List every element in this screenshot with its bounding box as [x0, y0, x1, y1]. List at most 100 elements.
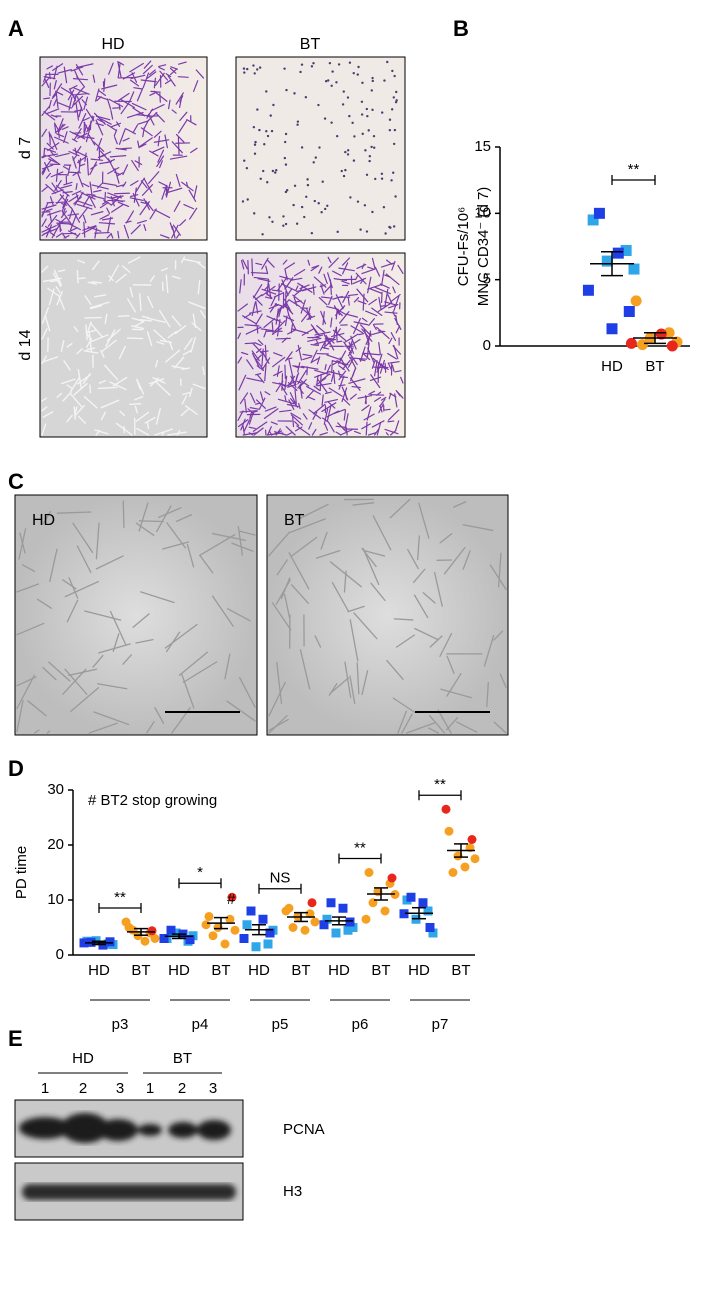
cell — [224, 653, 231, 680]
cell — [279, 409, 292, 413]
cell — [263, 143, 266, 146]
cell — [179, 111, 188, 122]
cell — [16, 699, 24, 733]
cell — [274, 171, 277, 174]
cell — [276, 559, 288, 576]
cell — [390, 293, 401, 303]
cell — [271, 321, 274, 335]
cell — [261, 357, 271, 371]
x-tick-label: HD — [601, 358, 623, 375]
cell — [308, 306, 311, 314]
cell — [384, 274, 391, 278]
cell — [295, 285, 299, 291]
cell — [146, 111, 158, 123]
cell — [106, 196, 123, 203]
cell — [297, 503, 329, 520]
y-axis-label: PD time — [13, 846, 30, 899]
cell — [82, 117, 90, 122]
cell — [94, 429, 109, 435]
cell — [164, 134, 168, 149]
y-tick-label: 5 — [483, 271, 491, 288]
cell — [289, 392, 296, 404]
cell — [395, 90, 398, 94]
cell — [265, 90, 268, 93]
cell — [299, 70, 302, 74]
cell — [171, 275, 181, 280]
cell — [395, 99, 398, 102]
cell — [379, 283, 390, 289]
cell — [183, 258, 202, 264]
cell — [267, 259, 275, 268]
x-tick-label: BT — [451, 962, 470, 979]
panel-letter: B — [453, 16, 469, 41]
cell — [341, 257, 351, 266]
cell — [258, 128, 261, 132]
cell — [371, 79, 374, 83]
cell — [363, 413, 375, 421]
cell — [244, 324, 260, 327]
cell — [60, 87, 74, 96]
cell — [146, 331, 153, 347]
cell — [380, 177, 384, 180]
cell — [155, 72, 165, 86]
cell — [330, 84, 333, 87]
cell — [353, 612, 378, 640]
cell — [139, 201, 150, 216]
data-point — [425, 923, 435, 932]
data-point — [582, 284, 594, 296]
cell — [319, 432, 328, 436]
cell — [368, 159, 371, 163]
cell — [489, 564, 507, 591]
image-label: BT — [284, 512, 305, 529]
cell — [341, 280, 350, 285]
cell — [361, 328, 373, 342]
cell — [246, 198, 249, 201]
cell — [312, 403, 326, 415]
cell — [365, 107, 369, 111]
cell — [129, 62, 144, 73]
cell — [159, 160, 163, 169]
cell — [417, 535, 421, 561]
cell — [349, 619, 359, 662]
cell — [312, 411, 318, 420]
cell — [377, 353, 383, 368]
lane-label: 1 — [41, 1080, 49, 1097]
cell — [428, 714, 446, 734]
cell — [172, 224, 181, 236]
cell — [245, 166, 249, 170]
cell — [79, 163, 86, 167]
cell — [407, 548, 419, 570]
cell — [379, 398, 386, 408]
data-point — [288, 923, 298, 932]
cell — [242, 259, 248, 270]
cell — [373, 360, 378, 377]
cell — [312, 62, 315, 65]
cell — [238, 676, 256, 708]
cell — [353, 430, 361, 435]
cell — [338, 267, 355, 272]
image-a-bt-d7 — [235, 56, 406, 241]
cell — [397, 264, 404, 275]
cell — [278, 299, 290, 313]
cell — [177, 137, 180, 155]
cell — [274, 320, 286, 332]
cell — [16, 674, 36, 710]
cell — [50, 134, 58, 150]
cell — [299, 649, 311, 690]
cell — [241, 200, 245, 203]
cell — [75, 102, 80, 121]
cell — [271, 602, 292, 631]
cell — [286, 431, 293, 436]
cell — [371, 257, 376, 269]
cell — [156, 341, 165, 345]
cell — [93, 112, 106, 125]
cell — [388, 118, 392, 121]
cell — [275, 308, 279, 325]
cell — [140, 79, 157, 83]
cell — [422, 592, 436, 604]
y-tick-label: 10 — [474, 204, 491, 221]
cell — [336, 328, 341, 334]
cell — [320, 373, 330, 382]
cell — [141, 315, 150, 319]
cell — [143, 178, 153, 193]
